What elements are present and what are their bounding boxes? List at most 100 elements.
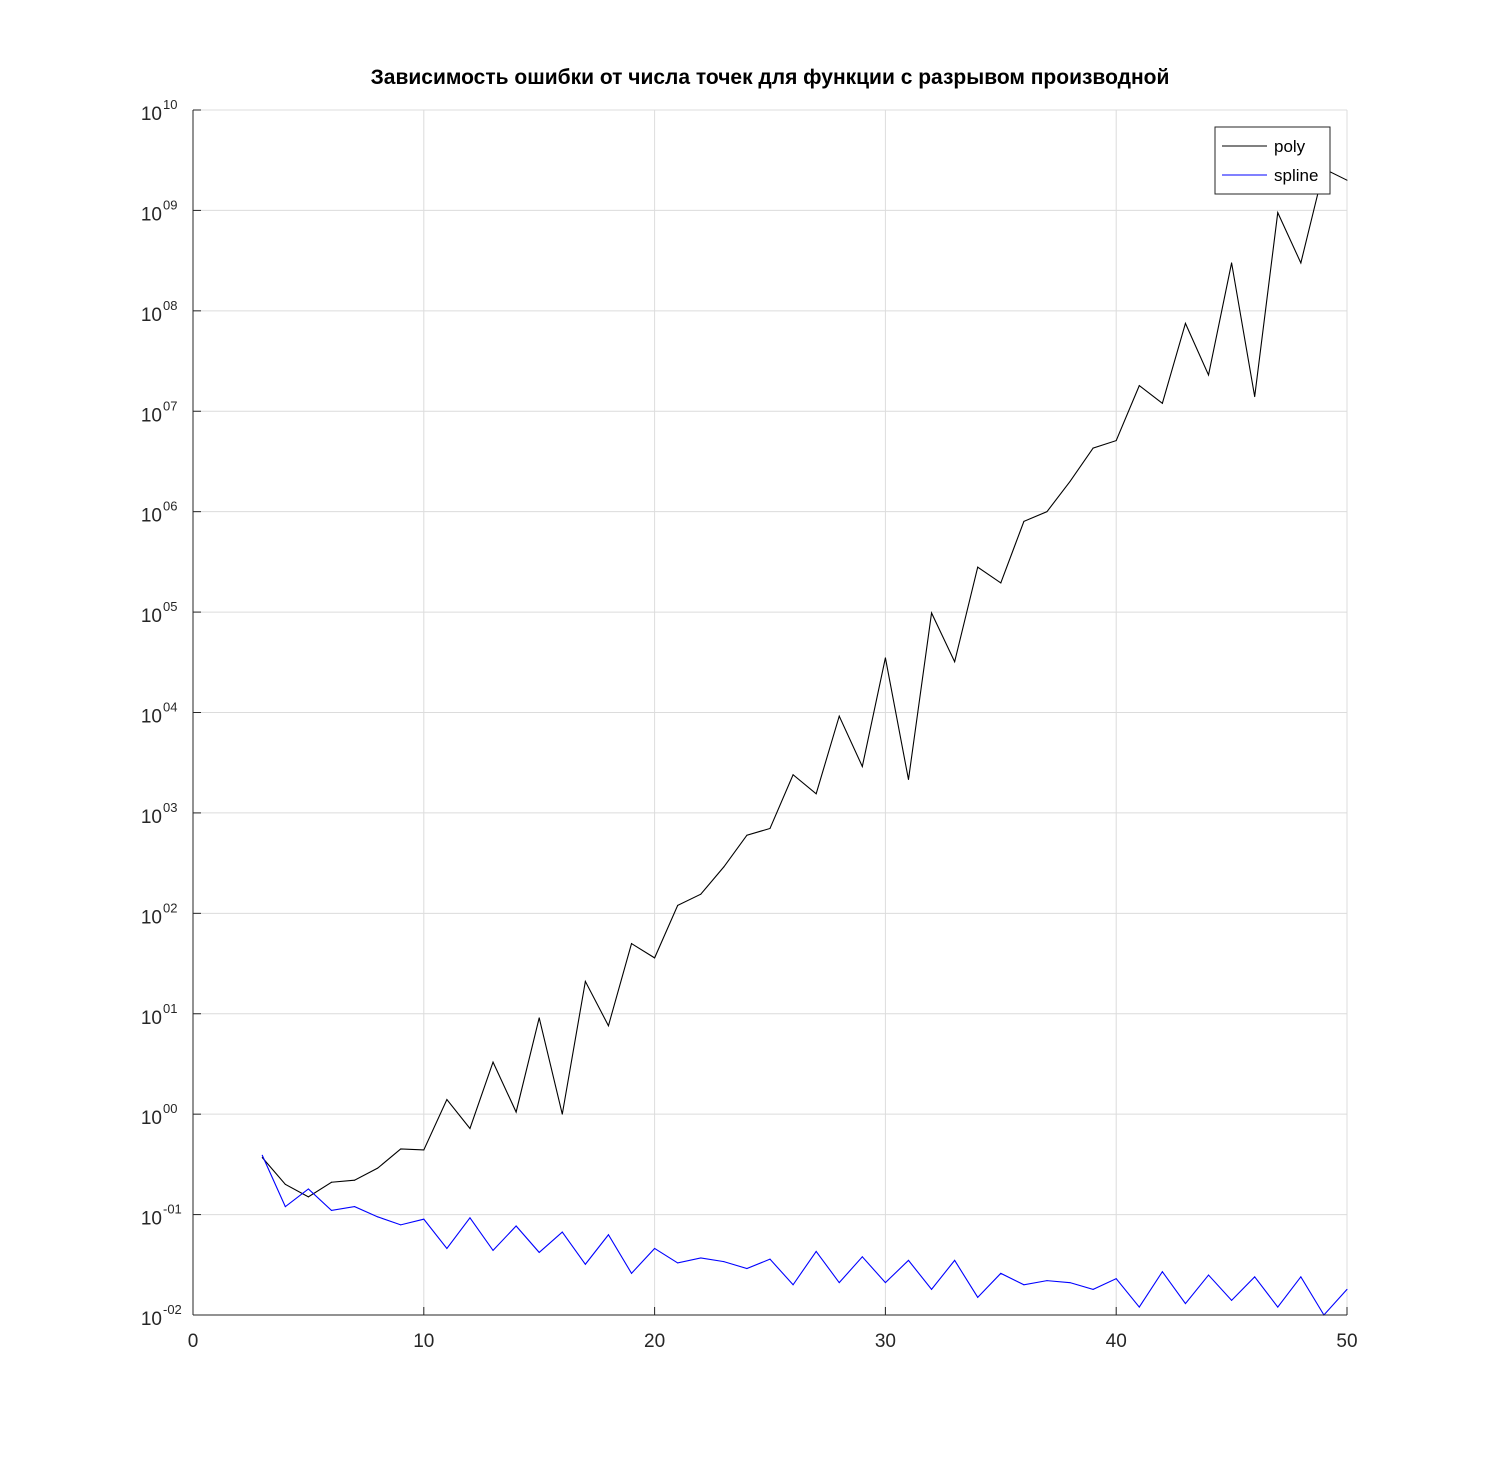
data-point-poly xyxy=(884,657,886,659)
data-point-spline xyxy=(400,1224,402,1226)
data-point-spline xyxy=(1300,1276,1302,1278)
data-point-poly xyxy=(446,1098,448,1100)
data-point-poly xyxy=(423,1149,425,1151)
data-point-poly xyxy=(330,1181,332,1183)
legend: poly spline xyxy=(1214,126,1331,195)
x-tick-label: 40 xyxy=(1106,1331,1127,1352)
data-point-spline xyxy=(538,1251,540,1253)
y-tick-label: 10 xyxy=(141,1108,162,1129)
y-tick-label: 10 xyxy=(141,506,162,527)
data-point-spline xyxy=(884,1282,886,1284)
data-point-spline xyxy=(1254,1276,1256,1278)
y-tick-label: 10 xyxy=(141,707,162,728)
data-point-spline xyxy=(677,1262,679,1264)
y-tick-exponent: 00 xyxy=(163,1101,177,1116)
data-point-poly xyxy=(746,834,748,836)
data-point-spline xyxy=(907,1259,909,1261)
data-point-poly xyxy=(354,1179,356,1181)
x-tick-label: 50 xyxy=(1336,1331,1357,1352)
data-point-poly xyxy=(1277,212,1279,214)
axes xyxy=(192,109,1348,1316)
data-point-poly xyxy=(307,1196,309,1198)
data-point-spline xyxy=(954,1259,956,1261)
data-point-poly xyxy=(492,1061,494,1063)
data-point-spline xyxy=(1000,1272,1002,1274)
data-point-poly xyxy=(400,1148,402,1150)
data-point-poly xyxy=(977,566,979,568)
data-point-poly xyxy=(469,1127,471,1129)
data-point-spline xyxy=(1092,1288,1094,1290)
data-point-poly xyxy=(677,904,679,906)
data-point-poly xyxy=(515,1111,517,1113)
data-point-poly xyxy=(861,765,863,767)
data-point-poly xyxy=(284,1183,286,1185)
data-point-poly xyxy=(584,980,586,982)
data-point-poly xyxy=(1254,396,1256,398)
data-point-poly xyxy=(631,943,633,945)
data-point-poly xyxy=(1208,374,1210,376)
x-tick-label: 20 xyxy=(644,1331,665,1352)
data-point-poly xyxy=(538,1017,540,1019)
data-point-poly xyxy=(1069,480,1071,482)
y-tick-label: 10 xyxy=(141,405,162,426)
data-point-spline xyxy=(492,1249,494,1251)
x-tick-label: 10 xyxy=(413,1331,434,1352)
data-point-poly xyxy=(907,779,909,781)
data-point-spline xyxy=(769,1258,771,1260)
data-point-poly xyxy=(1231,262,1233,264)
data-point-spline xyxy=(1277,1306,1279,1308)
grid-lines xyxy=(192,109,1348,1316)
y-tick-exponent: 05 xyxy=(163,599,177,614)
data-point-spline xyxy=(377,1216,379,1218)
data-point-spline xyxy=(469,1217,471,1219)
data-point-spline xyxy=(746,1268,748,1270)
data-point-poly xyxy=(261,1157,263,1159)
data-point-poly xyxy=(931,612,933,614)
data-point-poly xyxy=(1184,322,1186,324)
data-point-spline xyxy=(1115,1278,1117,1280)
data-point-spline xyxy=(654,1247,656,1249)
data-point-spline xyxy=(446,1247,448,1249)
series-line-poly xyxy=(261,167,1348,1198)
data-point-poly xyxy=(1023,520,1025,522)
y-tick-exponent: 04 xyxy=(163,700,177,715)
x-tick-labels: 0 10 20 30 40 50 xyxy=(188,1331,1358,1352)
data-point-spline xyxy=(423,1218,425,1220)
data-point-spline xyxy=(607,1234,609,1236)
data-point-spline xyxy=(815,1250,817,1252)
y-tick-label: 10 xyxy=(141,104,162,125)
y-tick-exponent: 08 xyxy=(163,298,177,313)
data-point-poly xyxy=(1346,179,1348,181)
data-point-poly xyxy=(1300,262,1302,264)
data-point-spline xyxy=(584,1263,586,1265)
series-lines xyxy=(261,167,1348,1316)
y-tick-label: 10 xyxy=(141,204,162,225)
x-tick-label: 30 xyxy=(875,1331,896,1352)
data-point-poly xyxy=(654,957,656,959)
data-point-poly xyxy=(607,1025,609,1027)
y-tick-label: 10 xyxy=(141,907,162,928)
data-point-poly xyxy=(1138,385,1140,387)
data-point-spline xyxy=(1346,1288,1348,1290)
data-point-poly xyxy=(1115,440,1117,442)
data-point-poly xyxy=(377,1167,379,1169)
legend-box xyxy=(1214,126,1331,195)
y-tick-label: 10 xyxy=(141,1209,162,1230)
data-point-spline xyxy=(1138,1306,1140,1308)
data-point-spline xyxy=(1208,1274,1210,1276)
data-point-spline xyxy=(631,1272,633,1274)
y-tick-exponent: -02 xyxy=(163,1302,182,1317)
y-tick-label: 10 xyxy=(141,1309,162,1330)
data-point-poly xyxy=(1092,447,1094,449)
data-point-poly xyxy=(561,1113,563,1115)
data-point-poly xyxy=(1046,511,1048,513)
data-point-spline xyxy=(284,1206,286,1208)
data-point-spline xyxy=(515,1225,517,1227)
y-tick-exponent: 07 xyxy=(163,398,177,413)
y-tick-exponent: 02 xyxy=(163,900,177,915)
data-point-spline xyxy=(838,1282,840,1284)
data-point-poly xyxy=(838,715,840,717)
y-tick-exponent: 10 xyxy=(163,97,177,112)
